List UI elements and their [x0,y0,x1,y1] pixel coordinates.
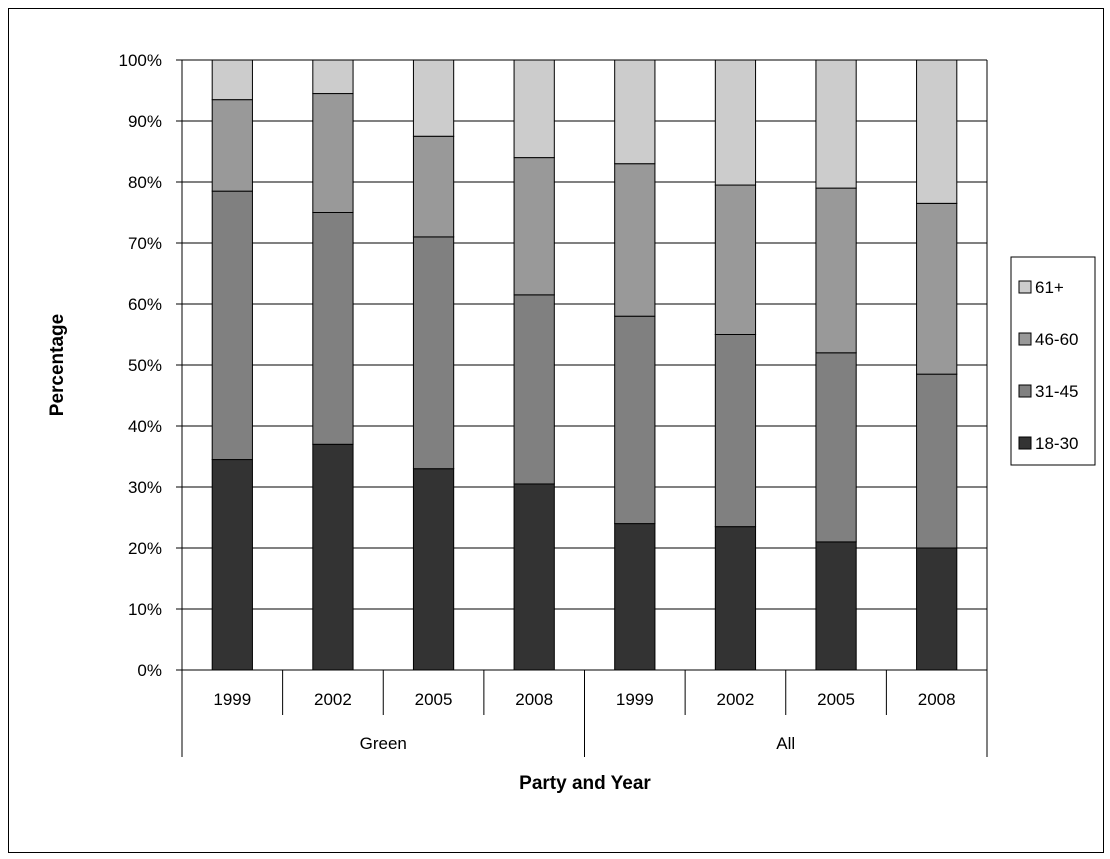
y-axis-title: Percentage [47,314,68,416]
bar-segment [312,212,354,445]
bar-segment [614,315,656,525]
gridlines [182,59,987,671]
y-tick-label: 60% [128,295,162,314]
bar-segment [614,59,656,165]
bar-segment [916,547,958,671]
bar-segment [211,99,253,192]
y-tick-label: 90% [128,112,162,131]
legend-swatch [1018,332,1032,346]
y-tick-label: 50% [128,356,162,375]
bar-segment [412,468,455,671]
axes [176,59,988,757]
group-label: All [776,734,795,753]
x-tick-label: 2008 [918,690,956,709]
legend-swatch [1018,280,1032,294]
y-tick-label: 10% [128,600,162,619]
y-tick-label: 100% [119,51,162,70]
bar-segment [211,59,253,101]
bar-segment [513,157,555,296]
x-tick-label: 2002 [314,690,352,709]
bar-segment [815,59,857,189]
bar-segment [513,294,555,485]
bar-segment [614,163,656,317]
bar-segment [513,59,555,159]
legend-swatch [1018,384,1032,398]
y-tick-label: 40% [128,417,162,436]
bars [211,59,958,671]
bar-segment [211,190,253,461]
x-tick-labels: 1999 2002 2005 2008 1999 2002 2005 2008 Green All [213,690,955,753]
legend-label: 46-60 [1035,330,1078,349]
x-tick-label: 1999 [213,690,251,709]
bar-segment [312,59,354,95]
legend-label: 31-45 [1035,382,1078,401]
x-axis-title: Party and Year [519,773,651,794]
bar-segment [714,184,757,335]
y-tick-label: 80% [128,173,162,192]
bar-segment [916,373,958,549]
bar-segment [815,541,857,671]
legend-label: 61+ [1035,278,1064,297]
bar-segment [412,236,455,470]
y-tick-label: 30% [128,478,162,497]
y-tick-label: 20% [128,539,162,558]
bar-segment [714,59,757,186]
group-label: Green [360,734,407,753]
y-tick-label: 70% [128,234,162,253]
bar-segment [312,93,354,213]
bar-segment [916,59,958,204]
bar-segment [412,135,455,238]
x-tick-label: 1999 [616,690,654,709]
y-tick-labels: 0% 10% 20% 30% 40% 50% 60% 70% 80% 90% 100% [119,51,162,680]
bar-segment [714,334,757,528]
bar-segment [916,202,958,375]
x-tick-label: 2005 [817,690,855,709]
bar-segment [412,59,455,137]
x-tick-label: 2005 [415,690,453,709]
bar-segment [211,459,253,671]
legend-label: 18-30 [1035,434,1078,453]
bar-segment [312,443,354,671]
legend-swatch [1018,436,1032,450]
legend: 61+ 46-60 31-45 18-30 [1010,256,1096,466]
bar-segment [815,352,857,543]
x-tick-label: 2002 [717,690,755,709]
bar-segment [513,483,555,671]
bar-segment [614,523,656,671]
bar-segment [714,526,757,671]
x-tick-label: 2008 [515,690,553,709]
bar-segment [815,187,857,354]
y-tick-label: 0% [137,661,162,680]
